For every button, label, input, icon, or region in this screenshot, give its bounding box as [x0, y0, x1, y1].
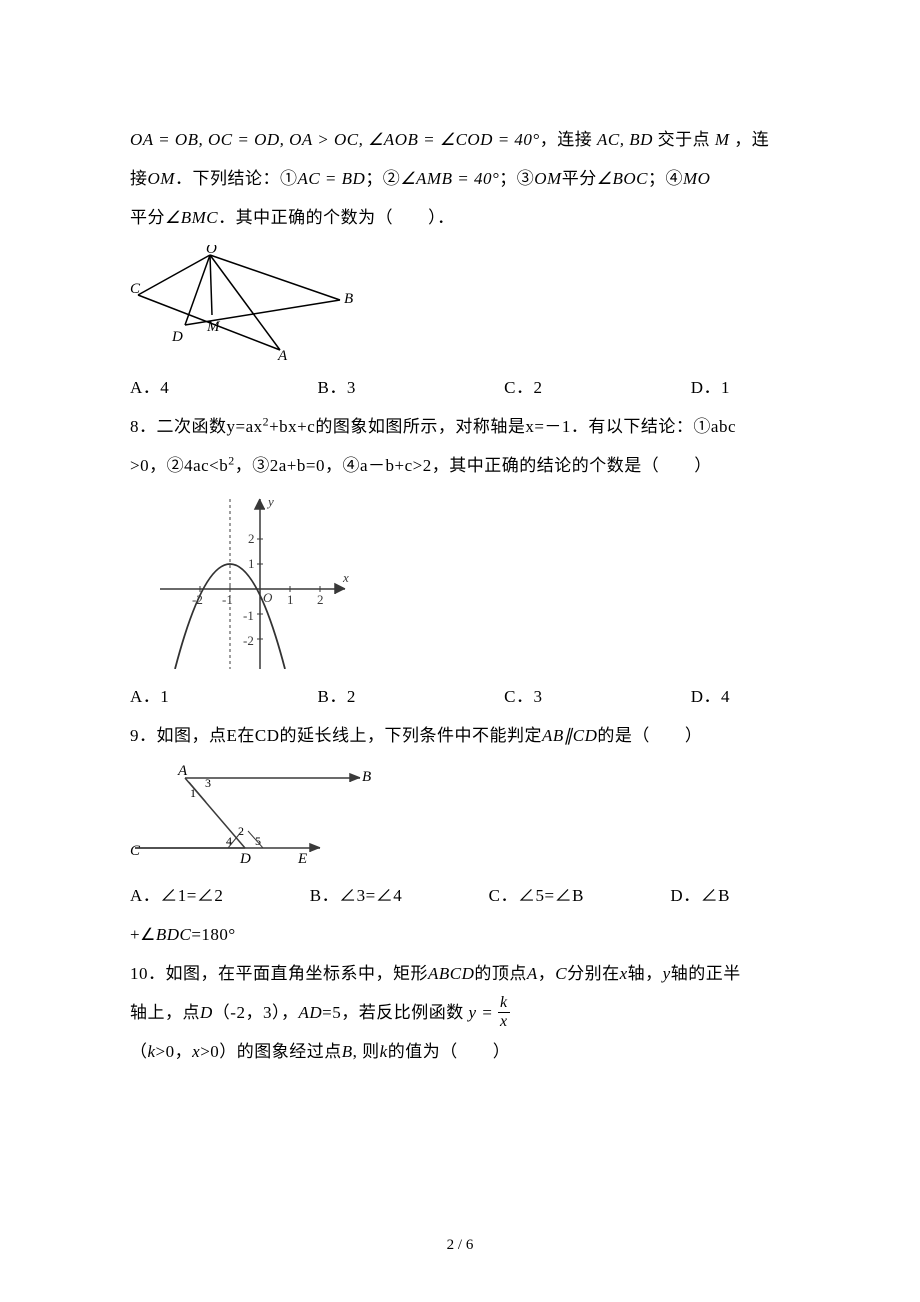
q9-opt-b: B．∠3=∠4 — [310, 876, 402, 915]
q10-line3: （k>0，x>0）的图象经过点B, 则k的值为（ ） — [130, 1032, 790, 1071]
q8-diagram: -2 -1 1 2 1 2 -1 -2 O x y — [160, 494, 790, 669]
q7-line2: 接OM．下列结论：①AC = BD；②∠AMB = 40°；③OM平分∠BOC；… — [130, 159, 790, 198]
page-number: 2 / 6 — [0, 1228, 920, 1263]
q8-opt-b: B．2 — [318, 677, 356, 716]
svg-text:C: C — [130, 843, 141, 859]
q7-opt-b: B．3 — [318, 368, 356, 407]
q9-line1: 9．如图，点E在CD的延长线上，下列条件中不能判定AB∥CD的是（ ） — [130, 716, 790, 755]
q9-opt-d: D．∠B — [670, 876, 730, 915]
svg-text:D: D — [171, 329, 183, 345]
q7-diagram: O B C D M A — [130, 245, 790, 360]
svg-text:1: 1 — [248, 556, 255, 571]
svg-text:O: O — [263, 590, 273, 605]
svg-text:4: 4 — [226, 834, 232, 848]
svg-text:x: x — [342, 570, 349, 585]
svg-text:M: M — [206, 319, 221, 335]
q8-opt-c: C．3 — [504, 677, 542, 716]
q10-line2: 轴上，点D（-2，3），AD=5，若反比例函数 y = k x — [130, 993, 790, 1032]
q9-opt-d-line2: +∠BDC=180° — [130, 915, 790, 954]
q7-opt-d: D．1 — [691, 368, 730, 407]
svg-text:B: B — [344, 291, 353, 307]
q7-opt-c: C．2 — [504, 368, 542, 407]
svg-text:-1: -1 — [243, 608, 254, 623]
q9-opt-c: C．∠5=∠B — [489, 876, 584, 915]
svg-text:5: 5 — [255, 834, 261, 848]
svg-text:B: B — [362, 769, 371, 785]
svg-text:-1: -1 — [222, 592, 233, 607]
q9-options: A．∠1=∠2 B．∠3=∠4 C．∠5=∠B D．∠B — [130, 876, 730, 915]
svg-text:C: C — [130, 281, 141, 297]
q8-line1: 8．二次函数y=ax2+bx+c的图象如图所示，对称轴是x=－1．有以下结论：①… — [130, 407, 790, 446]
svg-text:-2: -2 — [243, 633, 254, 648]
svg-text:-2: -2 — [192, 592, 203, 607]
q7-options: A．4 B．3 C．2 D．1 — [130, 368, 730, 407]
svg-text:E: E — [297, 851, 307, 867]
q8-opt-a: A．1 — [130, 677, 169, 716]
q10-line1: 10．如图，在平面直角坐标系中，矩形ABCD的顶点A，C分别在x轴，y轴的正半 — [130, 954, 790, 993]
q9-diagram: A B C D E 1 3 2 4 5 — [130, 763, 790, 868]
q7-line3: 平分∠BMC．其中正确的个数为（ ）． — [130, 198, 790, 237]
svg-text:y: y — [266, 494, 274, 509]
svg-text:1: 1 — [190, 786, 196, 800]
svg-text:O: O — [206, 245, 217, 257]
svg-text:2: 2 — [238, 824, 244, 838]
svg-text:D: D — [239, 851, 251, 867]
q8-options: A．1 B．2 C．3 D．4 — [130, 677, 730, 716]
q7-line1: OA = OB, OC = OD, OA > OC, ∠AOB = ∠COD =… — [130, 120, 790, 159]
svg-text:1: 1 — [287, 592, 294, 607]
q7-opt-a: A．4 — [130, 368, 169, 407]
q8-line2: >0，②4ac<b2，③2a+b=0，④a－b+c>2，其中正确的结论的个数是（… — [130, 446, 790, 485]
q9-opt-a: A．∠1=∠2 — [130, 876, 223, 915]
svg-text:2: 2 — [317, 592, 324, 607]
fraction: k x — [498, 995, 510, 1030]
svg-text:A: A — [277, 348, 288, 360]
math: OA = OB, OC = OD, OA > OC, ∠AOB = ∠COD =… — [130, 130, 540, 149]
svg-text:2: 2 — [248, 531, 255, 546]
svg-text:A: A — [177, 763, 188, 779]
q8-opt-d: D．4 — [691, 677, 730, 716]
